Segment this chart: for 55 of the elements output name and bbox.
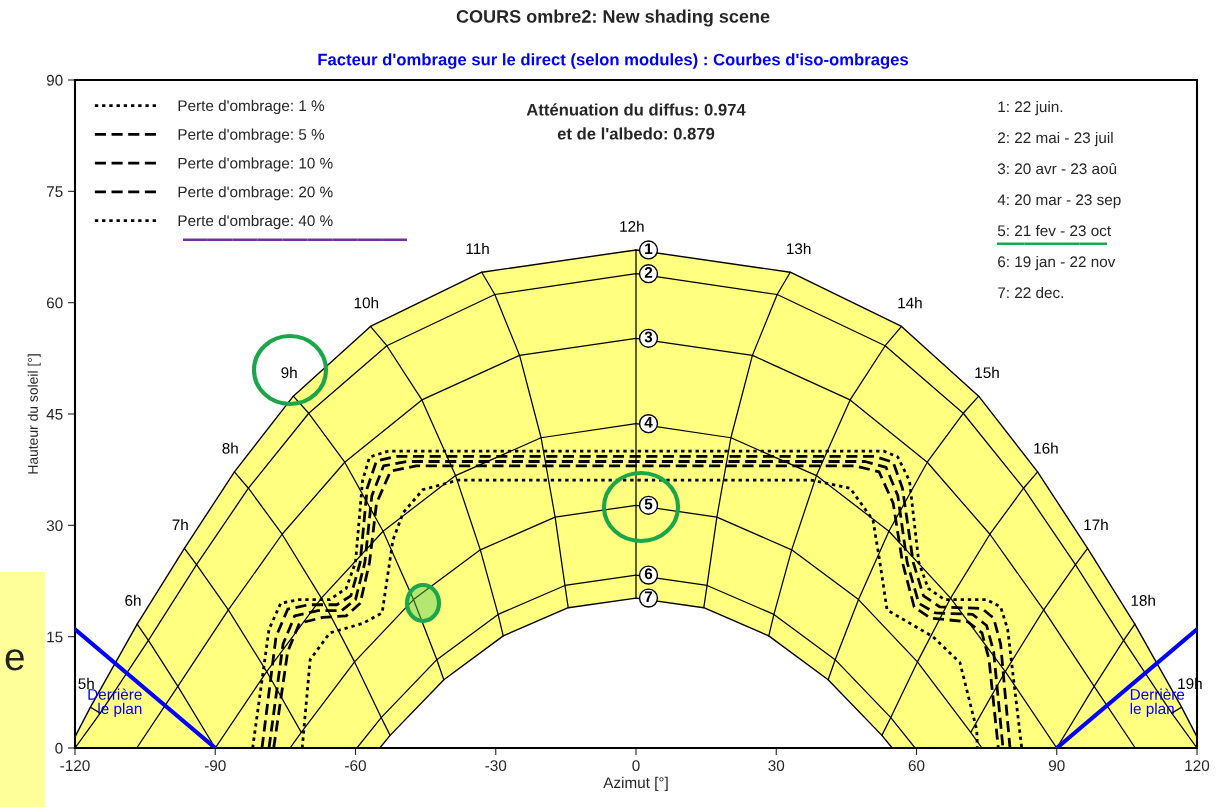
- y-tick-label: 60: [46, 297, 63, 309]
- series-label: 14h: [898, 297, 922, 309]
- series-label: 3: [644, 331, 653, 343]
- legend-label: Perte d'ombrage: 40 %: [178, 214, 333, 230]
- annotation: 6: 19 jan - 22 nov: [998, 255, 1116, 271]
- series-label: 2: [644, 267, 653, 278]
- series-label: 11h: [466, 242, 489, 254]
- series-label: 9h: [281, 366, 297, 379]
- legend-label: Perte d'ombrage: 1 %: [178, 99, 325, 115]
- series-label: 10h: [354, 297, 379, 309]
- annotation: 1: 22 juin.: [998, 100, 1063, 116]
- x-tick-label: 0: [632, 760, 640, 772]
- y-tick-label: 75: [46, 186, 63, 198]
- x-tick-label: -90: [204, 760, 226, 772]
- y-axis-title: Hauteur du soleil [°]: [27, 354, 41, 474]
- legend-label: Perte d'ombrage: 10 %: [178, 157, 333, 172]
- series-label: 8h: [222, 442, 238, 454]
- annotation: 4: 20 mar - 23 sep: [997, 194, 1121, 209]
- legend-label: Perte d'ombrage: 5 %: [178, 128, 325, 143]
- series-label: 7h: [172, 519, 188, 531]
- y-tick-label: 30: [46, 520, 63, 532]
- series-label: 12h: [620, 220, 644, 232]
- x-axis-title: Azimut [°]: [603, 776, 668, 792]
- series-label: 4: [644, 417, 653, 428]
- series-label: 17h: [1084, 519, 1108, 531]
- chart-title: COURS ombre2: New shading scene: [456, 9, 770, 27]
- series-label: 16h: [1034, 442, 1058, 454]
- chart-subtitle: Facteur d'ombrage sur le direct (selon modules) : Courbes d'iso-ombrages: [318, 53, 909, 69]
- series-label: 13h: [787, 242, 811, 255]
- series-label: 15h: [975, 366, 999, 379]
- series-label: 1: [645, 243, 653, 254]
- annotation: 7: 22 dec.: [998, 286, 1063, 299]
- x-tick-label: 60: [908, 760, 925, 772]
- annotation: 2: 22 mai - 23 juil: [998, 131, 1113, 147]
- x-tick-label: -30: [485, 760, 507, 772]
- series-label: 18h: [1131, 594, 1155, 606]
- x-tick-label: -120: [60, 760, 90, 772]
- annotation: 5: 21 fev - 23 oct: [997, 224, 1111, 237]
- text: e: [5, 649, 24, 671]
- x-tick-label: 90: [1048, 760, 1065, 772]
- series-label: 6: [644, 568, 653, 580]
- x-tick-label: 120: [1185, 760, 1210, 772]
- series-label: 5: [644, 498, 653, 510]
- annotation: 3: 20 avr - 23 aoû: [997, 162, 1117, 175]
- x-tick-label: 30: [768, 760, 785, 772]
- y-tick-label: 45: [46, 409, 63, 420]
- series-label: 7: [644, 591, 653, 603]
- series-label: 6h: [125, 594, 141, 606]
- y-tick-label: 90: [46, 74, 63, 86]
- y-tick-label: 0: [55, 742, 63, 754]
- annotation: Atténuation du diffus: 0.974 et de l'albedo: 0.879: [526, 103, 746, 140]
- series-label: 5h: [78, 677, 94, 690]
- legend-label: Perte d'ombrage: 20 %: [178, 186, 333, 201]
- y-tick-label: 15: [47, 631, 63, 643]
- x-tick-label: -60: [345, 760, 366, 772]
